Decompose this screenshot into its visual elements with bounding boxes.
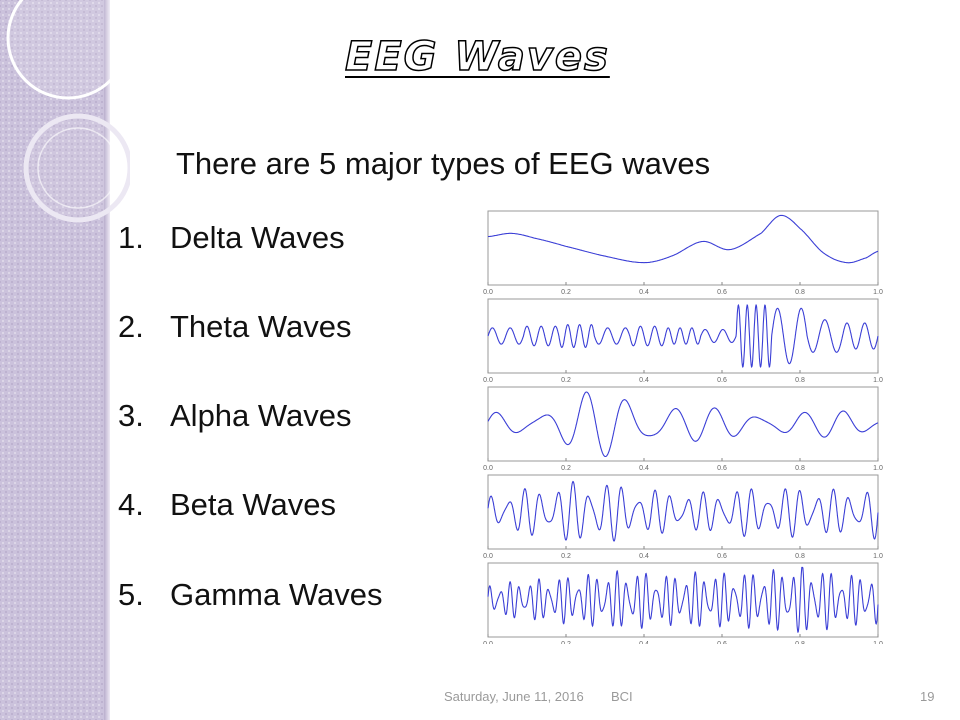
alpha-tick-label: 0.0 bbox=[483, 465, 493, 472]
list-number: 5. bbox=[118, 577, 144, 612]
alpha-tick-label: 0.4 bbox=[639, 465, 649, 472]
list-number: 3. bbox=[118, 398, 144, 433]
alpha-tick-label: 0.2 bbox=[561, 465, 571, 472]
alpha-tick-label: 0.6 bbox=[717, 465, 727, 472]
delta-tick-label: 0.6 bbox=[717, 289, 727, 296]
beta-tick-label: 0.0 bbox=[483, 553, 493, 560]
eeg-waveform-chart: 0.0 0.2 0.4 0.6 0.8 1.0 0.0 0.2 0.4 0.6 0.8 1.0 0.0 0… bbox=[483, 210, 883, 644]
list-item-beta: 4. Beta Waves bbox=[118, 487, 336, 523]
side-decoration-panel bbox=[0, 0, 104, 720]
delta-tick-label: 0.2 bbox=[561, 289, 571, 296]
list-label: Gamma Waves bbox=[170, 577, 383, 612]
delta-tick-label: 0.0 bbox=[483, 289, 493, 296]
beta-tick-label: 0.6 bbox=[717, 553, 727, 560]
list-number: 1. bbox=[118, 220, 144, 255]
theta-tick-label: 0.2 bbox=[561, 377, 571, 384]
theta-tick-label: 0.8 bbox=[795, 377, 805, 384]
gamma-tick-label: 0.0 bbox=[483, 641, 493, 644]
delta-tick-label: 0.4 bbox=[639, 289, 649, 296]
theta-tick-label: 0.0 bbox=[483, 377, 493, 384]
list-label: Alpha Waves bbox=[170, 398, 352, 433]
gamma-tick-label: 0.2 bbox=[561, 641, 571, 644]
gamma-tick-label: 0.6 bbox=[717, 641, 727, 644]
alpha-wave-line bbox=[487, 391, 879, 458]
beta-panel-frame bbox=[487, 474, 879, 550]
list-item-alpha: 3. Alpha Waves bbox=[118, 398, 352, 434]
delta-wave-line bbox=[487, 214, 879, 264]
list-item-theta: 2. Theta Waves bbox=[118, 309, 351, 345]
theta-tick-label: 0.6 bbox=[717, 377, 727, 384]
beta-wave-line bbox=[487, 480, 879, 542]
beta-tick-label: 0.4 bbox=[639, 553, 649, 560]
footer-topic: BCI bbox=[611, 689, 633, 704]
side-panel-edge bbox=[104, 0, 110, 720]
list-label: Theta Waves bbox=[170, 309, 352, 344]
delta-panel-frame bbox=[487, 210, 879, 286]
delta-tick-label: 1.0 bbox=[873, 289, 883, 296]
beta-tick-label: 1.0 bbox=[873, 553, 883, 560]
footer-date: Saturday, June 11, 2016 bbox=[444, 689, 584, 704]
gamma-tick-label: 0.4 bbox=[639, 641, 649, 644]
footer-page-number: 19 bbox=[920, 689, 935, 704]
decorative-circles bbox=[6, 0, 130, 223]
beta-tick-label: 0.2 bbox=[561, 553, 571, 560]
list-item-delta: 1. Delta Waves bbox=[118, 220, 345, 256]
alpha-tick-label: 1.0 bbox=[873, 465, 883, 472]
beta-tick-label: 0.8 bbox=[795, 553, 805, 560]
list-label: Beta Waves bbox=[170, 487, 336, 522]
delta-tick-label: 0.8 bbox=[795, 289, 805, 296]
list-number: 2. bbox=[118, 309, 144, 344]
slide-title: EEG Waves bbox=[344, 33, 610, 81]
gamma-wave-line bbox=[487, 566, 879, 633]
list-label: Delta Waves bbox=[170, 220, 345, 255]
gamma-tick-label: 0.8 bbox=[795, 641, 805, 644]
list-number: 4. bbox=[118, 487, 144, 522]
gamma-tick-label: 1.0 bbox=[873, 641, 883, 644]
theta-wave-line bbox=[487, 303, 879, 368]
slide-subtitle: There are 5 major types of EEG waves bbox=[176, 146, 711, 181]
alpha-panel-frame bbox=[487, 386, 879, 462]
theta-tick-label: 1.0 bbox=[873, 377, 883, 384]
alpha-tick-label: 0.8 bbox=[795, 465, 805, 472]
list-item-gamma: 5. Gamma Waves bbox=[118, 577, 382, 613]
theta-tick-label: 0.4 bbox=[639, 377, 649, 384]
